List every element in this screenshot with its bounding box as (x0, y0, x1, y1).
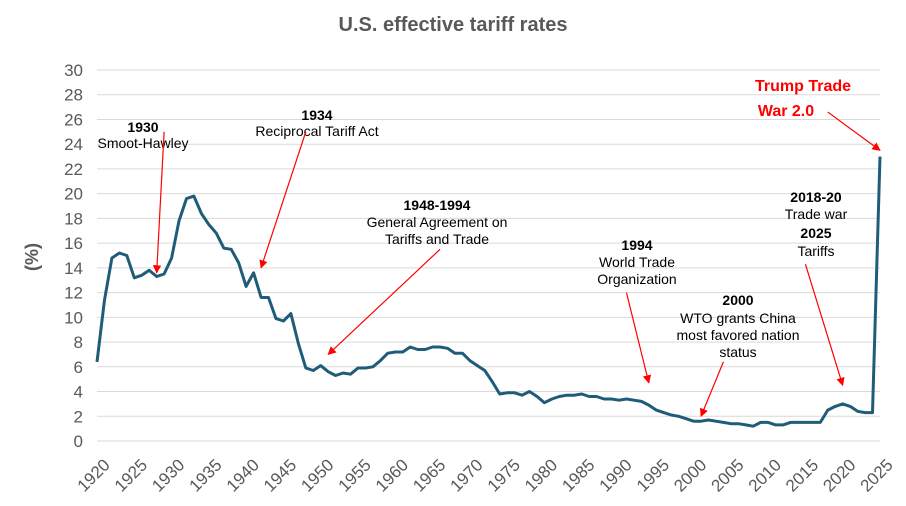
y-tick-label: 24 (64, 135, 83, 154)
annotation-2000-label-line3: status (719, 344, 756, 360)
annotation-2000-year: 2000 (722, 292, 753, 308)
x-tick-label: 1920 (74, 455, 114, 495)
x-axis-ticks: 1920192519301935194019451950195519601965… (74, 455, 897, 495)
annotation-1930-label: Smoot-Hawley (97, 135, 188, 151)
annotation-wto-label-line1: World Trade (599, 254, 675, 270)
annotation-arrow (152, 131, 165, 274)
y-tick-label: 8 (74, 333, 83, 352)
y-tick-label: 6 (74, 358, 83, 377)
annotation-2025-year: 2025 (800, 225, 831, 241)
y-tick-label: 16 (64, 234, 83, 253)
y-tick-label: 14 (64, 259, 83, 278)
y-tick-label: 0 (74, 432, 83, 451)
annotation-wto-year: 1994 (621, 237, 652, 253)
y-tick-label: 10 (64, 308, 83, 327)
y-tick-label: 2 (74, 407, 83, 426)
x-tick-label: 1940 (223, 455, 263, 495)
annotation-tradewar-year: 2018-20 (790, 189, 842, 205)
x-tick-label: 2010 (745, 455, 785, 495)
annotation-arrow (625, 292, 652, 384)
annotation-arrows (152, 111, 881, 418)
y-tick-label: 4 (74, 383, 83, 402)
annotation-tradewar-label: Trade war (785, 206, 848, 222)
y-tick-label: 18 (64, 209, 83, 228)
x-tick-label: 1960 (372, 455, 412, 495)
annotation-wto-label-line2: Organization (597, 271, 676, 287)
x-tick-label: 1980 (521, 455, 561, 495)
annotation-2000-label-line1: WTO grants China (680, 310, 796, 326)
annotation-arrow (700, 361, 724, 418)
x-tick-label: 1965 (409, 455, 449, 495)
annotation-1934-label: Reciprocal Tariff Act (255, 123, 378, 139)
x-tick-label: 1955 (335, 455, 375, 495)
x-tick-label: 1970 (447, 455, 487, 495)
y-tick-label: 26 (64, 110, 83, 129)
y-tick-label: 20 (64, 185, 83, 204)
annotation-1934-year: 1934 (301, 107, 332, 123)
x-tick-label: 1995 (633, 455, 673, 495)
y-tick-label: 30 (64, 61, 83, 80)
chart-title: U.S. effective tariff rates (339, 14, 568, 36)
y-tick-label: 28 (64, 86, 83, 105)
annotation-arrow (327, 248, 441, 356)
annotation-arrow (827, 111, 881, 151)
x-tick-label: 2020 (819, 455, 859, 495)
annotation-1930-year: 1930 (127, 119, 158, 135)
annotation-trump-line1: Trump Trade (755, 78, 851, 95)
y-axis-label: (%) (22, 243, 42, 271)
annotation-trump-line2: War 2.0 (758, 103, 814, 120)
annotation-gatt-label-line1: General Agreement on (367, 214, 508, 230)
x-tick-label: 1945 (260, 455, 300, 495)
gridlines (97, 69, 880, 442)
annotation-gatt-label-line2: Tariffs and Trade (385, 231, 489, 247)
y-tick-label: 12 (64, 284, 83, 303)
annotation-2025-label: Tariffs (797, 243, 834, 259)
x-tick-label: 1950 (297, 455, 337, 495)
series-line (95, 156, 882, 428)
x-tick-label: 1935 (186, 455, 226, 495)
x-tick-label: 1925 (111, 455, 151, 495)
annotation-arrow (804, 263, 845, 387)
annotation-arrow (259, 131, 307, 269)
x-tick-label: 2015 (782, 455, 822, 495)
annotation-gatt-year: 1948-1994 (404, 197, 471, 213)
x-tick-label: 1930 (148, 455, 188, 495)
x-tick-label: 1990 (596, 455, 636, 495)
y-tick-label: 22 (64, 160, 83, 179)
x-tick-label: 2025 (857, 455, 897, 495)
x-tick-label: 1985 (558, 455, 598, 495)
x-tick-label: 1975 (484, 455, 524, 495)
annotation-2000-label-line2: most favored nation (677, 327, 800, 343)
x-tick-label: 2000 (670, 455, 710, 495)
x-tick-label: 2005 (708, 455, 748, 495)
